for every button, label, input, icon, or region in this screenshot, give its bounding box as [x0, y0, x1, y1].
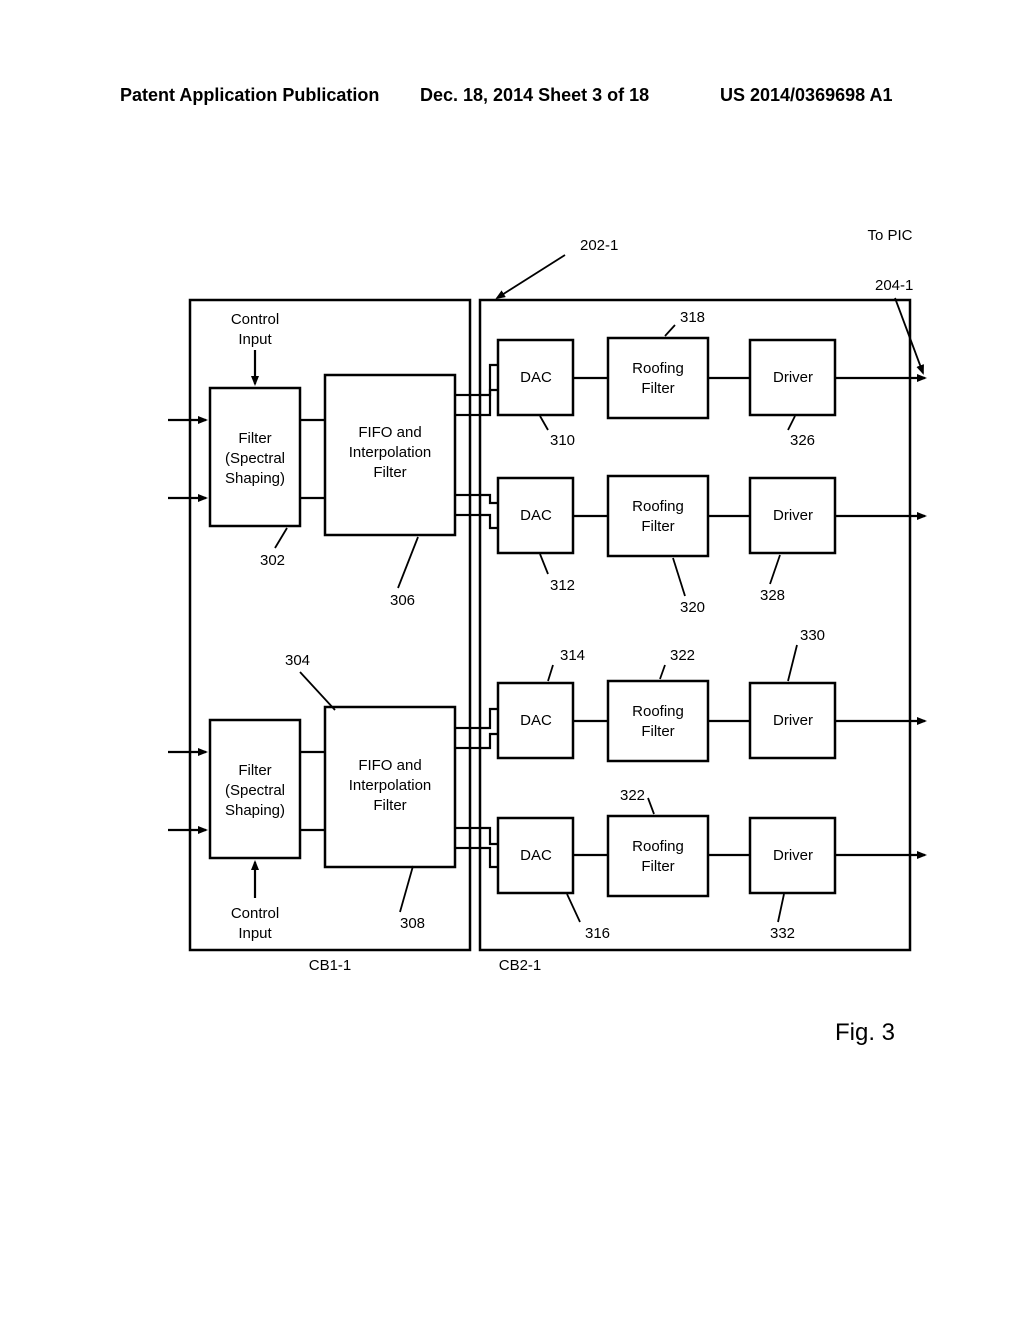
drv-3-label: Driver: [773, 712, 813, 729]
bus-dac3b: [480, 734, 498, 748]
block-roof-1: [608, 338, 708, 418]
filter-top-l2: (Spectral: [225, 450, 285, 467]
drv-1-label: Driver: [773, 369, 813, 386]
ref-302: 302: [260, 552, 285, 569]
bus-dac3a: [480, 709, 498, 728]
ctrl-bot-l2: Input: [238, 925, 272, 942]
filter-bot-l2: (Spectral: [225, 782, 285, 799]
bus-dac1b: [480, 390, 498, 415]
drv-2-label: Driver: [773, 507, 813, 524]
lead-314: [548, 665, 553, 681]
lead-322a: [660, 665, 665, 679]
dac-3-label: DAC: [520, 712, 552, 729]
ref-304: 304: [285, 652, 310, 669]
lead-332: [778, 894, 784, 922]
roof-2-l1: Roofing: [632, 498, 684, 515]
bus-dac4a: [480, 828, 498, 844]
ref-310: 310: [550, 432, 575, 449]
lead-310: [540, 416, 548, 430]
ref-312: 312: [550, 577, 575, 594]
fifo-bot-l1: FIFO and: [358, 757, 421, 774]
bus-dac2b: [480, 515, 498, 528]
dac-1-label: DAC: [520, 369, 552, 386]
ref-320: 320: [680, 599, 705, 616]
roof-2-l2: Filter: [641, 518, 674, 535]
lead-312: [540, 554, 548, 574]
lead-302: [275, 528, 287, 548]
fifo-top-l3: Filter: [373, 464, 406, 481]
block-roof-4: [608, 816, 708, 896]
roof-1-l1: Roofing: [632, 360, 684, 377]
ctrl-bot-l1: Control: [231, 905, 279, 922]
label-topic: To PIC: [867, 227, 912, 244]
roof-4-l1: Roofing: [632, 838, 684, 855]
ref-316: 316: [585, 925, 610, 942]
ctrl-top-l1: Control: [231, 311, 279, 328]
fifo-bot-l2: Interpolation: [349, 777, 432, 794]
ref-204-1: 204-1: [875, 277, 913, 294]
lead-330: [788, 645, 797, 681]
roof-4-l2: Filter: [641, 858, 674, 875]
ref-202-1: 202-1: [580, 237, 618, 254]
roof-3-l1: Roofing: [632, 703, 684, 720]
block-roof-3: [608, 681, 708, 761]
ref-330: 330: [800, 627, 825, 644]
label-cb1: CB1-1: [309, 957, 352, 974]
ref-322a: 322: [670, 647, 695, 664]
roof-3-l2: Filter: [641, 723, 674, 740]
ref-328: 328: [760, 587, 785, 604]
filter-bot-l3: Shaping): [225, 802, 285, 819]
ref-314: 314: [560, 647, 585, 664]
label-cb2: CB2-1: [499, 957, 542, 974]
box-cb1: [190, 300, 470, 950]
block-roof-2: [608, 476, 708, 556]
ref-326: 326: [790, 432, 815, 449]
lead-328: [770, 555, 780, 584]
ref-332: 332: [770, 925, 795, 942]
page: Patent Application Publication Dec. 18, …: [0, 0, 1024, 1320]
diagram-svg: Filter (Spectral Shaping) FIFO and Inter…: [0, 0, 1024, 1320]
ref-306: 306: [390, 592, 415, 609]
filter-top-l1: Filter: [238, 430, 271, 447]
bus-dac4b: [480, 848, 498, 867]
filter-bot-l1: Filter: [238, 762, 271, 779]
lead-202-1: [497, 255, 565, 298]
ref-318: 318: [680, 309, 705, 326]
roof-1-l2: Filter: [641, 380, 674, 397]
lead-322b: [648, 798, 654, 814]
ref-322b: 322: [620, 787, 645, 804]
dac-4-label: DAC: [520, 847, 552, 864]
lead-304: [300, 672, 335, 710]
fifo-top-l2: Interpolation: [349, 444, 432, 461]
lead-316: [567, 894, 580, 922]
ctrl-top-l2: Input: [238, 331, 272, 348]
lead-306: [398, 537, 418, 588]
fifo-bot-l3: Filter: [373, 797, 406, 814]
figure-label: Fig. 3: [835, 1019, 895, 1046]
fifo-top-l1: FIFO and: [358, 424, 421, 441]
ref-308: 308: [400, 915, 425, 932]
filter-top-l3: Shaping): [225, 470, 285, 487]
lead-320: [673, 558, 685, 596]
lead-308: [400, 866, 413, 912]
lead-318: [665, 325, 675, 336]
drv-4-label: Driver: [773, 847, 813, 864]
lead-326: [788, 416, 795, 430]
dac-2-label: DAC: [520, 507, 552, 524]
bus-dac2a: [480, 495, 498, 503]
